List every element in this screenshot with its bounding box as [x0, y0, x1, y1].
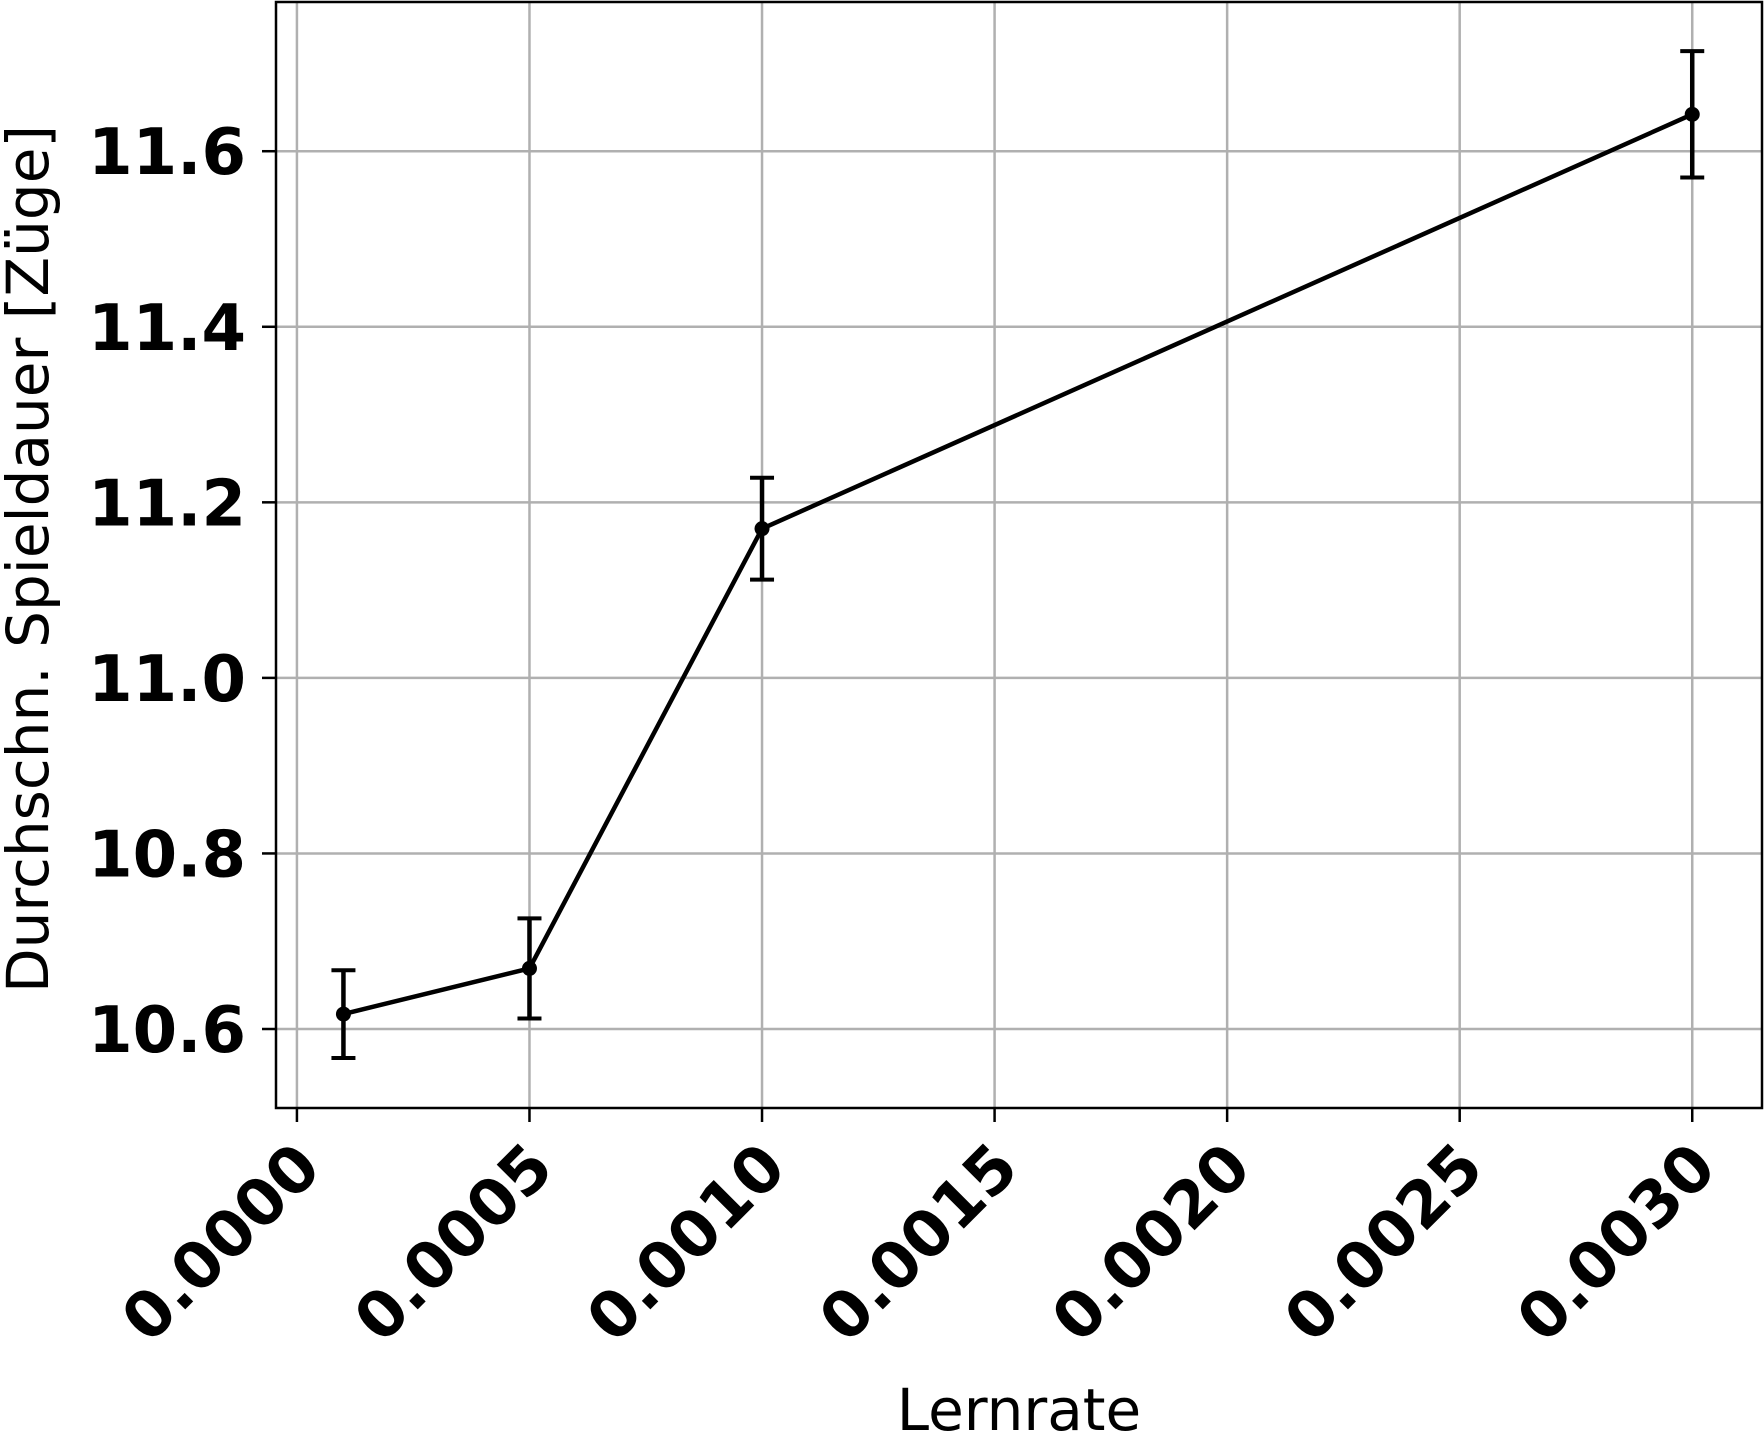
y-tick-label: 11.4 [88, 292, 246, 366]
x-tick-label: 0.0005 [341, 1130, 568, 1357]
x-tick-label: 0.0020 [1038, 1130, 1265, 1357]
data-point [335, 1006, 351, 1022]
data-point [754, 521, 770, 537]
x-tick-label: 0.0015 [806, 1130, 1033, 1357]
y-tick-label: 11.2 [88, 467, 246, 541]
series-line [342, 112, 1694, 1017]
y-tick-label: 11.0 [88, 643, 246, 717]
plot-frame [274, 0, 1764, 1110]
y-tick-label: 11.6 [88, 116, 246, 190]
data-point [1684, 106, 1700, 122]
x-tick-label: 0.0030 [1503, 1130, 1730, 1357]
y-tick-label: 10.8 [88, 818, 246, 892]
y-axis-label: Durchschn. Spieldauer [Züge] [0, 125, 62, 993]
x-axis-ticks: 0.0000 0.0005 0.0010 0.0015 0.0020 0.0025 0.00… [108, 1108, 1730, 1357]
grid [276, 2, 1762, 1108]
series-marks [331, 49, 1705, 1060]
x-tick-label: 0.0010 [573, 1130, 800, 1357]
x-tick-label: 0.0025 [1271, 1130, 1498, 1357]
data-point [521, 960, 537, 976]
x-tick-label: 0.0000 [108, 1130, 335, 1357]
x-axis-label: Lernrate [897, 1376, 1141, 1444]
y-axis-ticks: 10.6 10.8 11.0 11.2 11.4 11.6 [88, 116, 276, 1068]
y-tick-label: 10.6 [88, 994, 246, 1068]
